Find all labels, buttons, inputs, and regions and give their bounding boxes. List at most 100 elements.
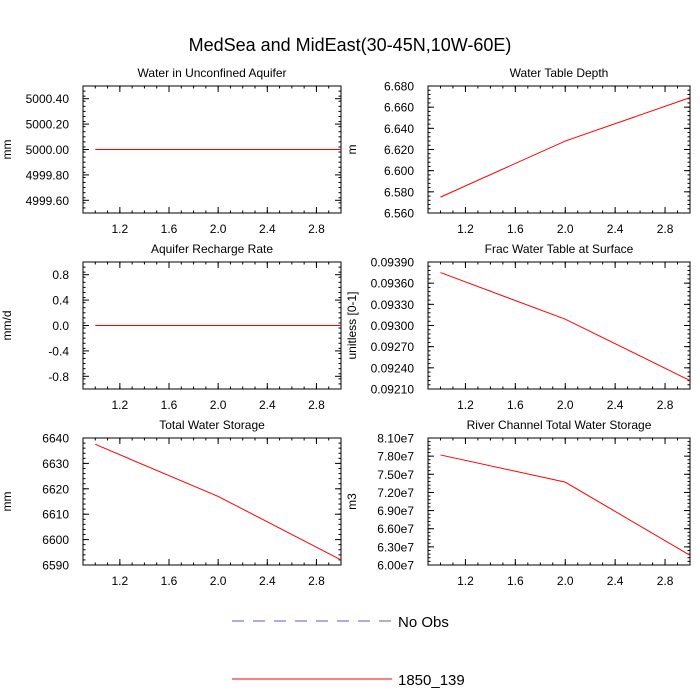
x-tick-label: 2.8 (657, 398, 674, 412)
x-tick-label: 2.4 (607, 398, 624, 412)
x-tick-label: 2.0 (557, 222, 574, 236)
x-tick-label: 2.0 (557, 574, 574, 588)
y-tick-label: 0.09390 (371, 256, 415, 270)
y-tick-label: 6630 (42, 457, 69, 471)
x-tick-label: 1.2 (112, 574, 129, 588)
y-axis-label: m3 (345, 493, 359, 510)
y-tick-label: -0.8 (48, 370, 69, 384)
panel-title: Water Table Depth (510, 66, 609, 80)
y-tick-label: 6590 (42, 559, 69, 573)
x-tick-label: 1.2 (457, 574, 474, 588)
plot-frame (427, 85, 691, 214)
y-tick-label: 7.20e7 (377, 486, 414, 500)
x-tick-label: 1.6 (507, 574, 524, 588)
x-tick-label: 2.8 (657, 222, 674, 236)
y-tick-label: 0.09360 (371, 277, 415, 291)
x-tick-label: 2.0 (210, 398, 227, 412)
series-line-1850-139 (440, 97, 691, 198)
y-tick-label: 7.50e7 (377, 468, 414, 482)
y-tick-label: 7.80e7 (377, 450, 414, 464)
plot-frame (427, 437, 691, 566)
y-tick-label: 6.660 (384, 101, 414, 115)
y-tick-label: 6.90e7 (377, 504, 414, 518)
y-tick-label: 6610 (42, 508, 69, 522)
y-tick-label: 6.60e7 (377, 522, 414, 536)
x-tick-label: 2.0 (210, 574, 227, 588)
y-tick-label: 6.580 (384, 185, 414, 199)
panel-title: River Channel Total Water Storage (467, 418, 652, 432)
panel-6: River Channel Total Water Storage m3 1.2 1.… (345, 418, 691, 588)
x-tick-label: 1.2 (112, 398, 129, 412)
x-tick-label: 1.2 (112, 222, 129, 236)
panel-2: Water Table Depth m 1.2 1.6 2.0 2.4 2.8 6.560 6.… (345, 66, 691, 236)
y-axis-label: mm/d (0, 311, 14, 341)
x-tick-label: 2.4 (259, 222, 276, 236)
panel-4: Frac Water Table at Surface unitless [0-1… (345, 242, 691, 412)
x-tick-label: 2.0 (557, 398, 574, 412)
panel-5: Total Water Storage mm 1.2 1.6 2.0 2.4 2.8 6590… (0, 418, 342, 588)
series-line-1850-139 (95, 443, 342, 561)
y-tick-label: 4999.60 (26, 194, 70, 208)
y-tick-label: 0.09330 (371, 298, 415, 312)
y-axis-label: mm (0, 140, 14, 160)
y-tick-label: 6600 (42, 533, 69, 547)
figure-title: MedSea and MidEast(30-45N,10W-60E) (189, 35, 512, 55)
x-tick-label: 1.6 (161, 398, 178, 412)
panel-title: Aquifer Recharge Rate (151, 242, 273, 256)
x-tick-label: 2.4 (607, 222, 624, 236)
x-tick-label: 1.2 (457, 222, 474, 236)
panel-title: Total Water Storage (159, 418, 265, 432)
y-tick-label: 6620 (42, 482, 69, 496)
y-tick-label: 6.00e7 (377, 559, 414, 573)
y-tick-label: 0.09270 (371, 340, 415, 354)
x-tick-label: 2.4 (607, 574, 624, 588)
y-axis-label: mm (0, 492, 14, 512)
x-tick-label: 2.0 (210, 222, 227, 236)
y-tick-label: 6.600 (384, 164, 414, 178)
x-tick-label: 1.6 (161, 222, 178, 236)
y-tick-label: 5000.00 (26, 143, 70, 157)
x-tick-label: 1.6 (507, 222, 524, 236)
y-tick-label: 0.8 (52, 268, 69, 282)
x-tick-label: 2.8 (657, 574, 674, 588)
x-tick-label: 2.8 (308, 574, 325, 588)
y-tick-label: 4999.80 (26, 168, 70, 182)
x-tick-label: 2.8 (308, 222, 325, 236)
legend: No Obs 1850_139 (232, 614, 465, 689)
panel-3: Aquifer Recharge Rate mm/d 1.2 1.6 2.0 2.4 2.8… (0, 242, 342, 412)
y-axis-label: m (345, 145, 359, 155)
y-tick-label: 0.4 (52, 294, 69, 308)
panels: Water in Unconfined Aquifer mm 1.2 1.6 2.0 2.… (0, 66, 691, 588)
plot-frame (427, 261, 691, 390)
y-tick-label: 8.10e7 (377, 432, 414, 446)
legend-label-no-obs: No Obs (398, 614, 449, 631)
x-tick-label: 2.8 (308, 398, 325, 412)
panel-title: Frac Water Table at Surface (485, 242, 634, 256)
x-tick-label: 2.4 (259, 574, 276, 588)
y-tick-label: 6.30e7 (377, 540, 414, 554)
y-tick-label: 5000.20 (26, 118, 70, 132)
y-axis-label: unitless [0-1] (345, 291, 359, 359)
x-tick-label: 2.4 (259, 398, 276, 412)
legend-label-1850-139: 1850_139 (398, 672, 465, 689)
y-tick-label: 5000.40 (26, 92, 70, 106)
y-tick-label: 6.620 (384, 143, 414, 157)
series-line-1850-139 (440, 454, 691, 556)
y-tick-label: -0.4 (48, 344, 69, 358)
plot-frame (82, 437, 342, 566)
y-tick-label: 0.09240 (371, 361, 415, 375)
x-tick-label: 1.2 (457, 398, 474, 412)
y-tick-label: 6.680 (384, 80, 414, 94)
y-tick-label: 0.09300 (371, 319, 415, 333)
panel-title: Water in Unconfined Aquifer (138, 66, 287, 80)
y-tick-label: 0.0 (52, 319, 69, 333)
series-line-1850-139 (440, 272, 691, 381)
y-tick-label: 6.640 (384, 122, 414, 136)
panel-1: Water in Unconfined Aquifer mm 1.2 1.6 2.0 2.… (0, 66, 342, 236)
y-tick-label: 0.09210 (371, 383, 415, 397)
x-tick-label: 1.6 (161, 574, 178, 588)
x-tick-label: 1.6 (507, 398, 524, 412)
y-tick-label: 6.560 (384, 207, 414, 221)
y-tick-label: 6640 (42, 432, 69, 446)
